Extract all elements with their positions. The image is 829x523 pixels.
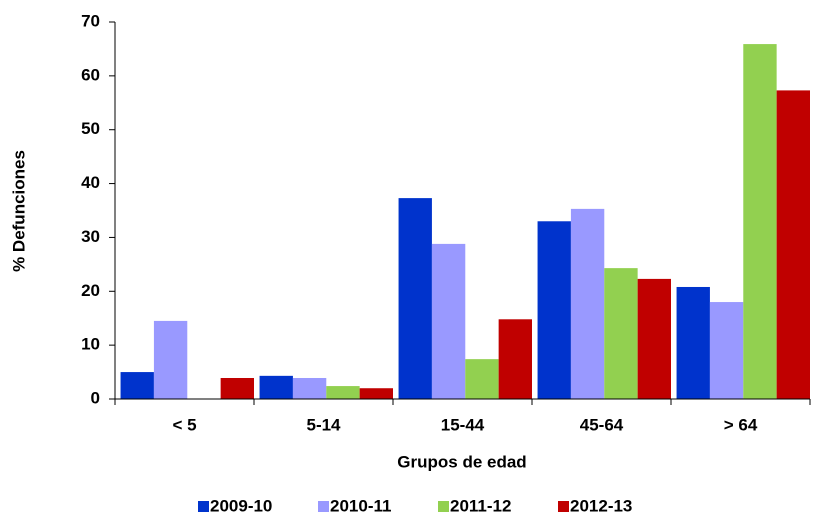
- x-axis-title: Grupos de edad: [397, 452, 526, 471]
- bar: [498, 319, 532, 399]
- bar: [326, 386, 360, 399]
- x-tick-label: 15-44: [441, 415, 485, 434]
- y-tick-label: 70: [81, 11, 100, 30]
- y-tick-label: 60: [81, 65, 100, 84]
- legend-label: 2011-12: [450, 496, 511, 515]
- legend-label: 2012-13: [570, 496, 632, 515]
- bar: [359, 388, 393, 399]
- bar: [776, 90, 810, 400]
- x-tick-label: 5-14: [306, 415, 341, 434]
- y-tick-label: 20: [81, 281, 100, 300]
- legend-swatch: [318, 501, 329, 512]
- legend-label: 2009-10: [210, 496, 272, 515]
- legend-label: 2010-11: [330, 496, 391, 515]
- x-tick-label: > 64: [724, 415, 758, 434]
- bar: [398, 198, 432, 399]
- bar: [604, 268, 638, 399]
- bar: [220, 377, 254, 399]
- x-tick-label: 45-64: [580, 415, 624, 434]
- bar: [537, 221, 571, 399]
- bar: [292, 377, 327, 399]
- bar: [570, 208, 605, 399]
- bar: [431, 243, 466, 399]
- bar: [676, 286, 710, 399]
- bar: [743, 44, 777, 400]
- bar: [120, 372, 154, 399]
- y-tick-label: 30: [81, 227, 100, 246]
- y-axis-title: % Defunciones: [9, 150, 28, 272]
- bar: [709, 302, 744, 399]
- legend-swatch: [558, 501, 569, 512]
- x-tick-label: < 5: [172, 415, 196, 434]
- bar: [465, 359, 499, 399]
- y-tick-label: 50: [81, 119, 100, 138]
- legend-swatch: [438, 501, 449, 512]
- y-tick-label: 0: [91, 388, 100, 407]
- y-tick-label: 10: [81, 335, 100, 354]
- legend-swatch: [198, 501, 209, 512]
- bar: [153, 320, 188, 399]
- bar: [259, 375, 293, 399]
- y-tick-label: 40: [81, 173, 100, 192]
- bar: [637, 278, 671, 399]
